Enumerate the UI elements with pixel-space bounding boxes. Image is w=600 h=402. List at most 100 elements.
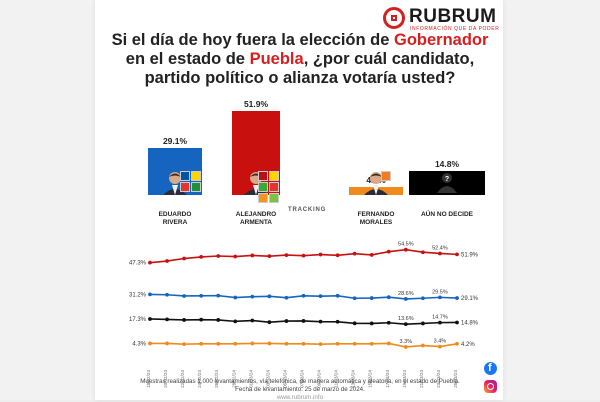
tracking-point	[199, 341, 204, 346]
candidate-name-line: AÚN NO DECIDE	[420, 211, 473, 218]
tracking-point	[233, 254, 238, 259]
tracking-point	[335, 253, 340, 258]
tracking-annotation: 29.5%	[432, 289, 448, 295]
tracking-point	[318, 252, 323, 257]
brand-tagline: INFORMACIÓN QUE DA PODER	[410, 26, 500, 32]
tracking-point	[455, 320, 459, 325]
tracking-point	[148, 260, 152, 265]
tracking-point	[199, 317, 204, 322]
party-logo-icon	[258, 182, 268, 192]
tracking-point	[216, 341, 221, 346]
party-logo-icon	[269, 193, 279, 203]
candidate-name-line: MORALES	[359, 219, 393, 226]
tracking-annotation: 52.4%	[432, 245, 448, 251]
tracking-point	[284, 295, 289, 300]
facebook-icon[interactable]: f	[484, 362, 497, 375]
poll-card	[95, 0, 503, 400]
tracking-point	[386, 249, 391, 254]
tracking-point	[182, 256, 187, 261]
tracking-point	[455, 341, 459, 346]
tracking-point	[369, 341, 374, 346]
tracking-point	[250, 294, 255, 299]
svg-text:?: ?	[445, 176, 449, 183]
tracking-point	[438, 344, 442, 349]
tracking-point	[182, 294, 187, 298]
right-margin	[503, 0, 600, 400]
tracking-start-label: 47.3%	[129, 261, 147, 267]
tracking-point	[199, 255, 204, 259]
tracking-point	[216, 293, 221, 298]
tracking-point	[199, 293, 204, 298]
brand-logo-mark	[383, 7, 405, 29]
unknown-person-icon: ?	[435, 171, 459, 193]
tracking-date-tick: 21/03/24	[419, 370, 424, 388]
brand-name: RUBRUM	[409, 6, 497, 27]
tracking-point	[233, 295, 238, 300]
party-logo-icon	[191, 182, 201, 192]
party-logo-icon	[258, 171, 268, 181]
tracking-point	[335, 341, 340, 346]
tracking-point	[369, 321, 374, 326]
tracking-end-label: 4.2%	[461, 342, 475, 348]
tracking-start-label: 31.2%	[129, 292, 147, 298]
party-logo-icon	[258, 193, 268, 203]
tracking-date-tick: 22/02/24	[180, 370, 185, 388]
candidate-name-line: ALEJANDRO	[235, 211, 277, 218]
tracking-point	[386, 341, 391, 346]
tracking-date-tick: 25/03/24	[453, 370, 458, 388]
tracking-point	[369, 253, 374, 257]
tracking-point	[455, 296, 459, 300]
tracking-annotation: 3.4%	[434, 339, 447, 345]
footer-date: Fecha de levantamiento: 25 de marzo de 2…	[235, 386, 365, 393]
tracking-point	[284, 341, 289, 346]
tracking-date-tick: 07/03/24	[300, 370, 305, 388]
tracking-point	[267, 294, 272, 299]
tracking-point	[233, 319, 238, 324]
candidate-name-line: EDUARDO	[158, 211, 192, 218]
tracking-point	[250, 341, 255, 346]
party-logo-icon	[381, 171, 391, 181]
tracking-point	[165, 259, 169, 263]
tracking-title: TRACKING	[288, 207, 327, 213]
tracking-point	[420, 296, 425, 301]
candidate-name-line: RIVERA	[162, 219, 188, 226]
instagram-icon[interactable]	[484, 380, 497, 393]
party-logo-icon	[269, 171, 279, 181]
tracking-point	[182, 342, 187, 347]
tracking-date-tick: 03/03/24	[265, 370, 270, 388]
tracking-point	[318, 319, 323, 324]
tracking-date-tick: 23/03/24	[436, 370, 441, 388]
tracking-point	[420, 321, 425, 326]
tracking-point	[403, 322, 408, 327]
tracking-annotation: 28.6%	[398, 291, 414, 297]
question-part: en el estado de	[125, 50, 250, 68]
bar-value-label: 29.1%	[162, 135, 188, 146]
tracking-point	[455, 252, 459, 257]
tracking-point	[250, 318, 255, 323]
tracking-point	[284, 319, 289, 323]
tracking-point	[318, 294, 323, 299]
tracking-date-tick: 19/03/24	[402, 370, 407, 388]
footer-methodology: Muestras realizadas 1,000 levantamientos…	[140, 378, 460, 385]
tracking-point	[267, 254, 272, 259]
bar-value-label: 14.8%	[434, 159, 460, 170]
tracking-start-label: 4.3%	[132, 341, 146, 347]
tracking-date-tick: 17/03/24	[385, 370, 390, 388]
tracking-point	[148, 317, 152, 321]
tracking-point	[420, 250, 425, 255]
candidate-name: EDUARDO RIVERA	[135, 211, 215, 227]
party-logo-icon	[180, 182, 190, 192]
tracking-date-tick: 09/03/24	[317, 370, 322, 388]
candidate-name-line: FERNANDO	[357, 211, 395, 218]
tracking-annotation: 54.5%	[398, 242, 414, 248]
left-margin	[0, 0, 95, 400]
tracking-point	[301, 253, 306, 258]
tracking-end-label: 14.8%	[461, 320, 479, 326]
tracking-date-tick: 18/02/24	[146, 370, 151, 388]
tracking-date-tick: 01/03/24	[248, 370, 253, 388]
poll-question: Si el día de hoy fuera la elección de Go…	[100, 31, 500, 88]
party-logo-icon	[180, 171, 190, 181]
tracking-point	[233, 341, 238, 346]
